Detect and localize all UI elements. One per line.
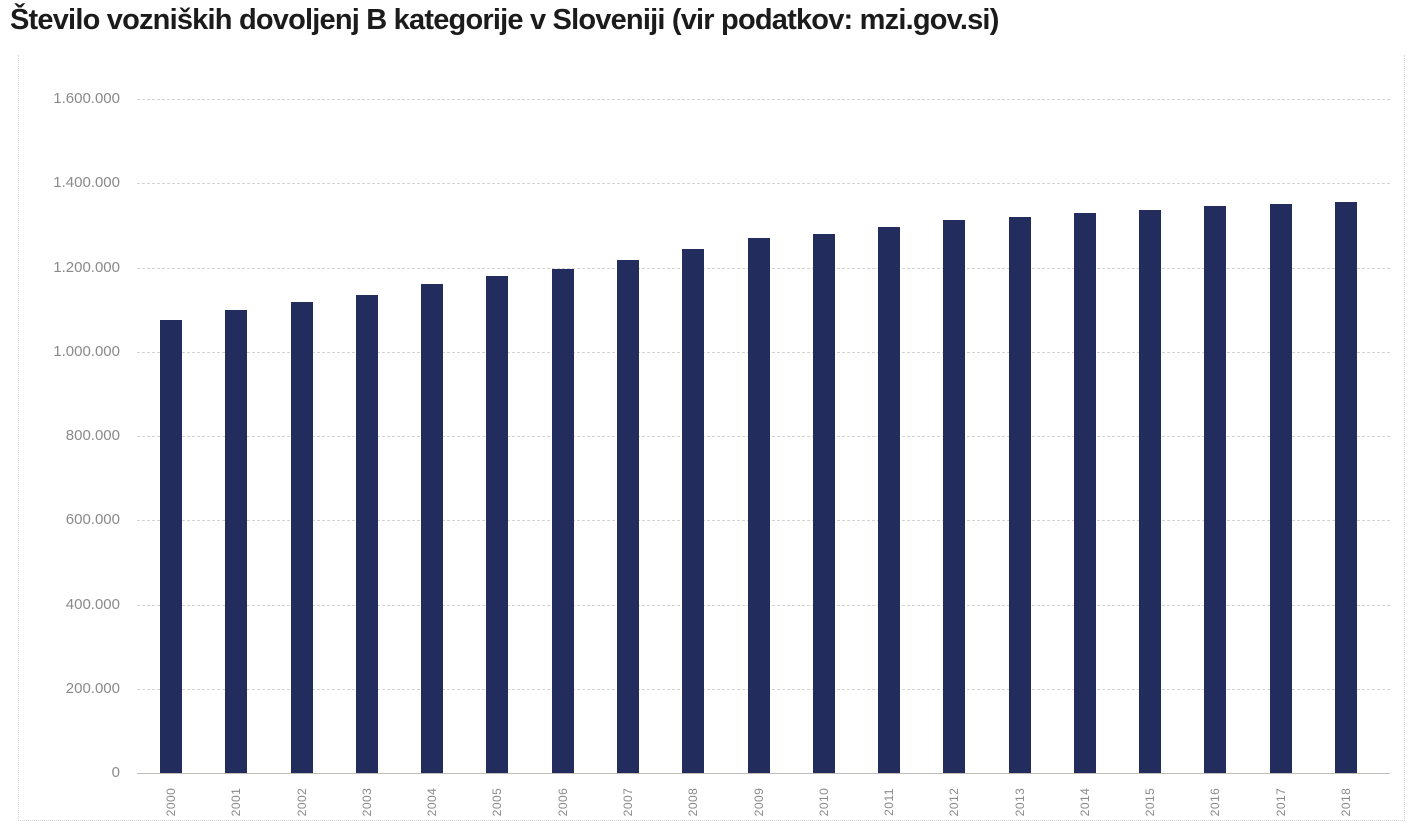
y-tick-label: 1.200.000 [53,258,120,276]
bar-2003 [355,294,378,773]
bar-2007 [616,259,639,773]
bar-2014 [1073,212,1096,773]
x-tick-label-2000: 2000 [164,787,178,817]
chart-frame [18,55,1405,821]
bar-2011 [878,227,901,773]
x-tick-label-2010: 2010 [816,787,831,817]
bar-2001 [225,309,248,773]
y-tick-label: 1.600.000 [53,90,120,107]
x-tick-label-2004: 2004 [425,787,440,817]
y-tick-label: 600.000 [65,511,120,529]
bar-2009 [747,238,770,773]
bar-2018 [1335,202,1358,773]
bar-2008 [682,249,705,773]
x-tick-label-2001: 2001 [229,787,244,817]
x-tick-label-2009: 2009 [751,787,766,817]
x-tick-label-2005: 2005 [490,787,505,817]
bar-2010 [812,234,835,773]
bar-2002 [290,302,313,773]
bar-2005 [486,275,509,773]
x-tick-label-2007: 2007 [620,787,635,817]
y-tick-label: 800.000 [65,427,120,444]
bar-2015 [1139,209,1162,773]
x-tick-label-2012: 2012 [947,787,962,817]
x-tick-label-2015: 2015 [1143,787,1158,817]
x-tick-label-2003: 2003 [359,787,374,817]
x-tick-label-2008: 2008 [686,787,701,817]
bar-2004 [421,284,444,773]
bar-2006 [551,268,574,773]
x-tick-label-2018: 2018 [1339,787,1354,817]
x-tick-label-2017: 2017 [1273,787,1288,817]
gridline [137,183,1390,185]
bar-2016 [1204,206,1227,773]
y-tick-label: 0 [111,764,120,781]
bar-2017 [1269,203,1292,773]
chart-title: Število vozniških dovoljenj B kategorije… [10,4,999,36]
bar-2012 [943,220,966,773]
y-tick-label: 1.000.000 [53,342,120,360]
x-tick-label-2011: 2011 [882,788,897,816]
x-axis-line [137,773,1390,774]
x-tick-label-2016: 2016 [1208,787,1223,817]
bar-2000 [160,320,182,773]
bar-2013 [1008,216,1031,773]
y-tick-label: 400.000 [65,595,120,613]
x-tick-label-2013: 2013 [1012,787,1027,817]
x-tick-label-2014: 2014 [1077,787,1092,817]
gridline [137,99,1390,100]
y-tick-label: 1.400.000 [53,174,120,192]
x-tick-label-2006: 2006 [555,787,570,817]
y-tick-label: 200.000 [65,679,120,697]
x-tick-label-2002: 2002 [294,787,309,817]
